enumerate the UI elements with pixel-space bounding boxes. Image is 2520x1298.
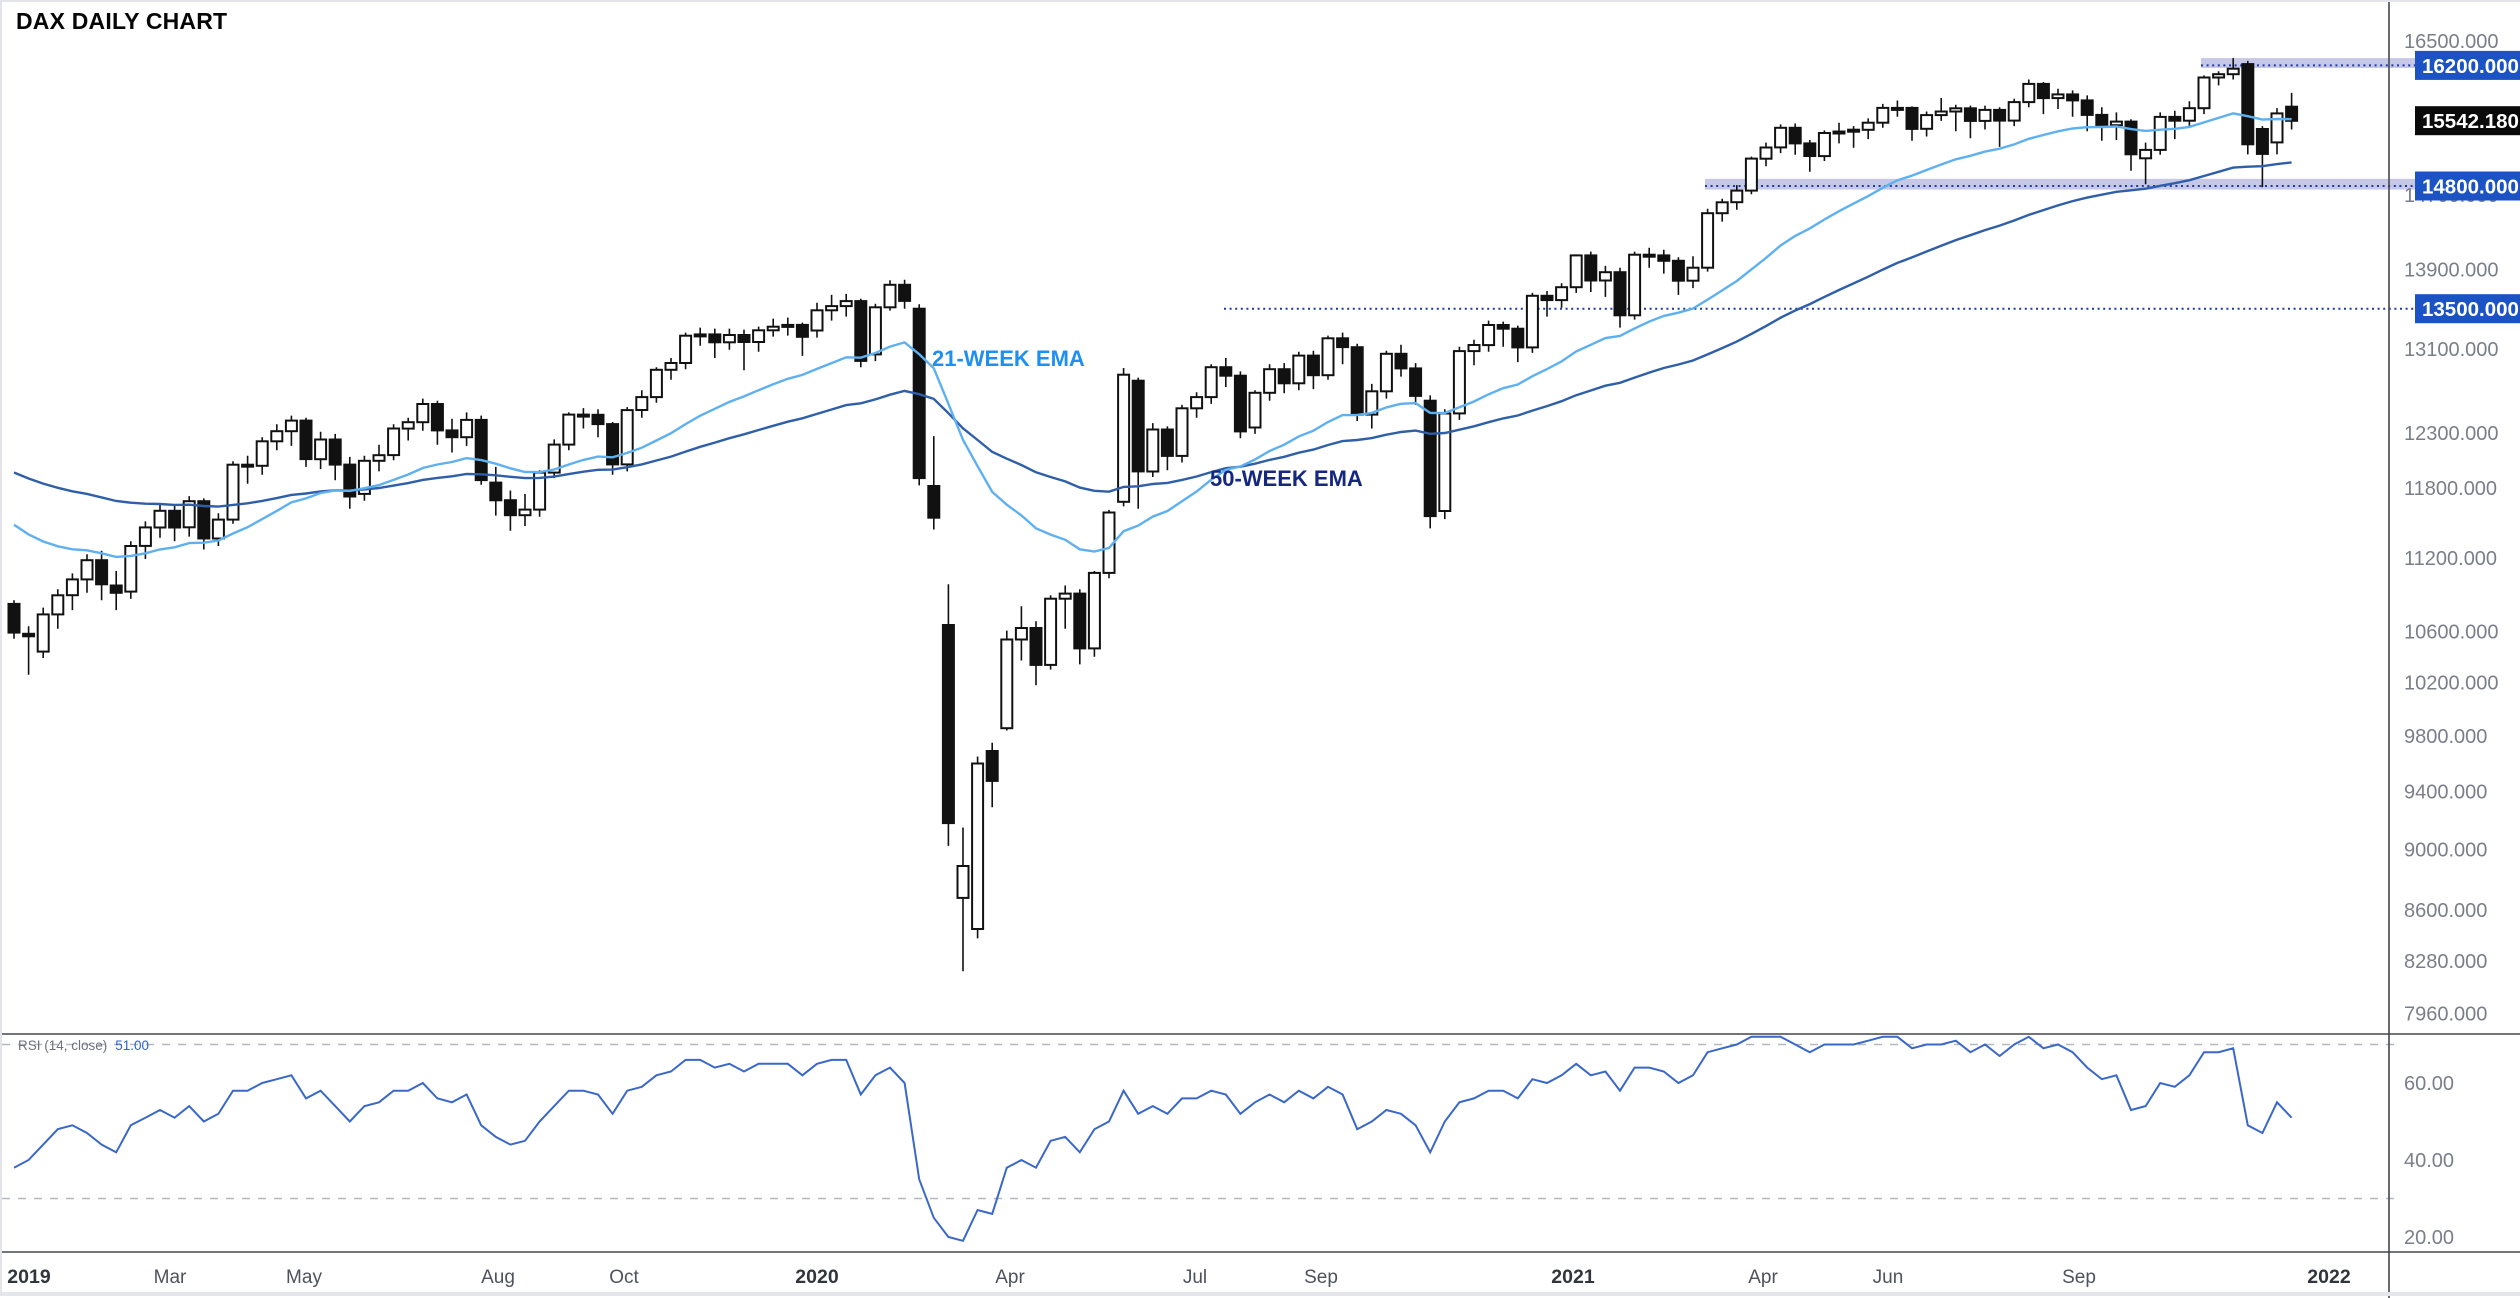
svg-text:Sep: Sep (2062, 1267, 2096, 1288)
rsi-guide-lines (2, 1043, 2397, 1200)
svg-text:16500.000: 16500.000 (2404, 31, 2499, 53)
level-dotted-lines (1224, 64, 2415, 310)
svg-text:Apr: Apr (1748, 1267, 1778, 1288)
svg-text:11800.000: 11800.000 (2404, 478, 2497, 500)
rsi-indicator-value: 51.00 (115, 1038, 150, 1053)
ema21-line (13, 112, 2292, 559)
svg-text:16200.000: 16200.000 (2422, 55, 2519, 78)
svg-text:Aug: Aug (481, 1267, 515, 1288)
svg-text:8280.000: 8280.000 (2404, 951, 2487, 973)
window-bottom-edge (2, 1292, 2520, 1296)
svg-text:2019: 2019 (7, 1266, 51, 1288)
svg-text:7960.000: 7960.000 (2404, 1003, 2487, 1025)
ema50-line (13, 161, 2292, 508)
svg-text:10600.000: 10600.000 (2404, 621, 2499, 643)
svg-text:12300.000: 12300.000 (2404, 423, 2499, 445)
svg-text:Oct: Oct (609, 1267, 639, 1288)
rsi-indicator-name: RSI (14, close) (18, 1038, 108, 1053)
svg-text:Mar: Mar (154, 1267, 187, 1288)
svg-text:Jun: Jun (1873, 1267, 1904, 1288)
svg-text:8600.000: 8600.000 (2404, 900, 2487, 922)
price-axis[interactable]: 14700.00016500.00013900.00013100.0001230… (2404, 31, 2520, 1249)
svg-text:May: May (286, 1267, 322, 1288)
last-price-label (2415, 106, 2520, 136)
svg-text:15542.180: 15542.180 (2422, 110, 2519, 133)
svg-text:13100.000: 13100.000 (2404, 339, 2499, 361)
svg-text:9800.000: 9800.000 (2404, 726, 2487, 748)
svg-text:9400.000: 9400.000 (2404, 782, 2487, 804)
ema21-label: 21-WEEK EMA (932, 346, 1085, 371)
svg-text:Apr: Apr (995, 1267, 1025, 1288)
svg-text:20.00: 20.00 (2404, 1227, 2454, 1249)
rsi-line (13, 1035, 2293, 1242)
svg-text:2020: 2020 (795, 1266, 839, 1288)
level-bands (1705, 58, 2520, 190)
ema50-label: 50-WEEK EMA (1210, 466, 1363, 491)
svg-text:13500.000: 13500.000 (2422, 298, 2519, 321)
svg-text:2022: 2022 (2307, 1266, 2351, 1288)
time-axis[interactable]: 2019 Mar May Aug Oct 2020 Apr Jul Sep 2021 Apr Jun S… (7, 1266, 2351, 1288)
rsi-indicator-label[interactable]: RSI (14, close) 51.00 (18, 1038, 149, 1053)
svg-text:10200.000: 10200.000 (2404, 673, 2499, 695)
svg-text:13900.000: 13900.000 (2404, 260, 2499, 282)
svg-text:60.00: 60.00 (2404, 1073, 2454, 1095)
svg-text:Sep: Sep (1304, 1267, 1338, 1288)
svg-text:11200.000: 11200.000 (2404, 548, 2497, 570)
chart-title: DAX DAILY CHART (16, 8, 228, 34)
svg-text:14800.000: 14800.000 (2422, 176, 2519, 199)
svg-text:2021: 2021 (1551, 1266, 1595, 1288)
candles-layer (7, 58, 2299, 972)
svg-text:9000.000: 9000.000 (2404, 840, 2487, 862)
svg-text:40.00: 40.00 (2404, 1150, 2454, 1172)
svg-text:Jul: Jul (1183, 1267, 1207, 1288)
